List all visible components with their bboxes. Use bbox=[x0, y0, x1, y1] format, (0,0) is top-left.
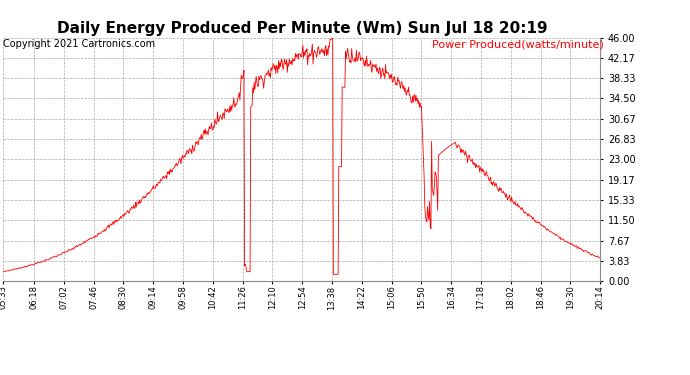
Title: Daily Energy Produced Per Minute (Wm) Sun Jul 18 20:19: Daily Energy Produced Per Minute (Wm) Su… bbox=[57, 21, 547, 36]
Text: Copyright 2021 Cartronics.com: Copyright 2021 Cartronics.com bbox=[3, 39, 155, 50]
Text: Power Produced(watts/minute): Power Produced(watts/minute) bbox=[432, 39, 604, 50]
